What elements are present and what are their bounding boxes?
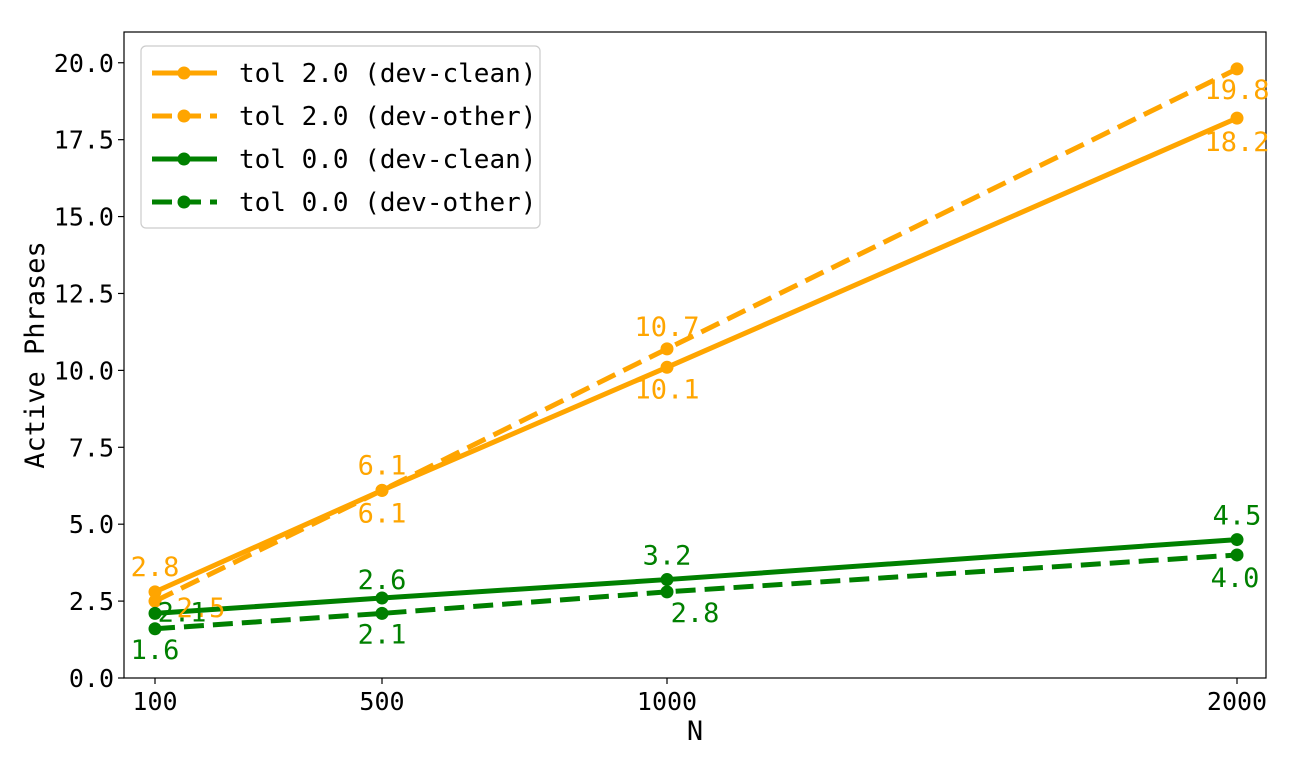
series-point: [660, 360, 674, 374]
series-line: [153, 115, 1239, 595]
x-axis-title: N: [687, 716, 703, 747]
data-label: 2.8: [671, 598, 720, 629]
legend-marker: [177, 195, 191, 209]
data-label: 6.1: [358, 498, 407, 529]
y-tick-label: 12.5: [54, 279, 114, 308]
legend: tol 2.0 (dev-clean) tol 2.0 (dev-other) to…: [140, 45, 541, 229]
y-tick-label: 17.5: [54, 126, 114, 155]
y-tick-label: 20.0: [54, 49, 114, 78]
series-point: [660, 573, 674, 587]
series-point: [148, 585, 162, 599]
legend-marker: [177, 109, 191, 123]
series-point: [375, 606, 389, 620]
data-label: 18.2: [1204, 127, 1269, 158]
series-line: [154, 537, 1238, 616]
series-point: [148, 622, 162, 636]
legend-label: tol 0.0 (dev-clean): [239, 145, 536, 175]
series-point: [1230, 548, 1244, 562]
series-point: [660, 342, 674, 356]
x-tick-label: 100: [132, 687, 177, 716]
data-label: 2.6: [358, 565, 407, 596]
data-label: 10.7: [634, 312, 699, 343]
series-layer: [148, 62, 1244, 636]
x-tick-label: 500: [359, 687, 404, 716]
y-tick-label: 5.0: [69, 510, 114, 539]
series-point: [660, 585, 674, 599]
legend-label: tol 2.0 (dev-clean): [239, 59, 536, 89]
series-point: [1230, 533, 1244, 547]
series-point: [1230, 111, 1244, 125]
y-tick-label: 7.5: [69, 433, 114, 462]
series-point: [375, 591, 389, 605]
data-label: 2.5: [177, 593, 226, 624]
y-axis: 0.0 2.5 5.0 7.5 10.0 12.5 15.0 17.5 20.0: [54, 49, 124, 693]
legend-box: [140, 45, 541, 229]
legend-label: tol 2.0 (dev-other): [239, 102, 536, 132]
x-axis: 100 500 1000 2000: [132, 678, 1267, 716]
data-label: 4.0: [1211, 563, 1260, 594]
y-tick-label: 15.0: [54, 203, 114, 232]
data-label: 1.6: [131, 635, 180, 666]
series-line: [153, 66, 1239, 604]
y-tick-label: 10.0: [54, 356, 114, 385]
data-label: 2.8: [131, 552, 180, 583]
series-line: [154, 552, 1238, 632]
series-point: [375, 483, 389, 497]
series-point: [148, 594, 162, 608]
data-label: 19.8: [1204, 75, 1269, 106]
series-point: [148, 606, 162, 620]
data-label: 4.5: [1213, 501, 1262, 532]
x-tick-label: 1000: [637, 687, 697, 716]
y-tick-label: 0.0: [69, 664, 114, 693]
legend-label: tol 0.0 (dev-other): [239, 188, 536, 218]
legend-marker: [177, 66, 191, 80]
x-tick-label: 2000: [1207, 687, 1267, 716]
data-label: 2.1: [158, 597, 207, 628]
y-tick-label: 2.5: [69, 587, 114, 616]
legend-marker: [177, 152, 191, 166]
data-label: 6.1: [358, 450, 407, 481]
data-label: 2.1: [358, 619, 407, 650]
data-labels: 2.8 6.1 10.1 18.2 2.5 6.1 10.7 19.8 2.1 2.6 3.2 4.5…: [131, 75, 1270, 666]
data-label: 3.2: [643, 541, 692, 572]
y-axis-title: Active Phrases: [20, 241, 51, 469]
data-label: 10.1: [634, 374, 699, 405]
series-point: [1230, 62, 1244, 76]
